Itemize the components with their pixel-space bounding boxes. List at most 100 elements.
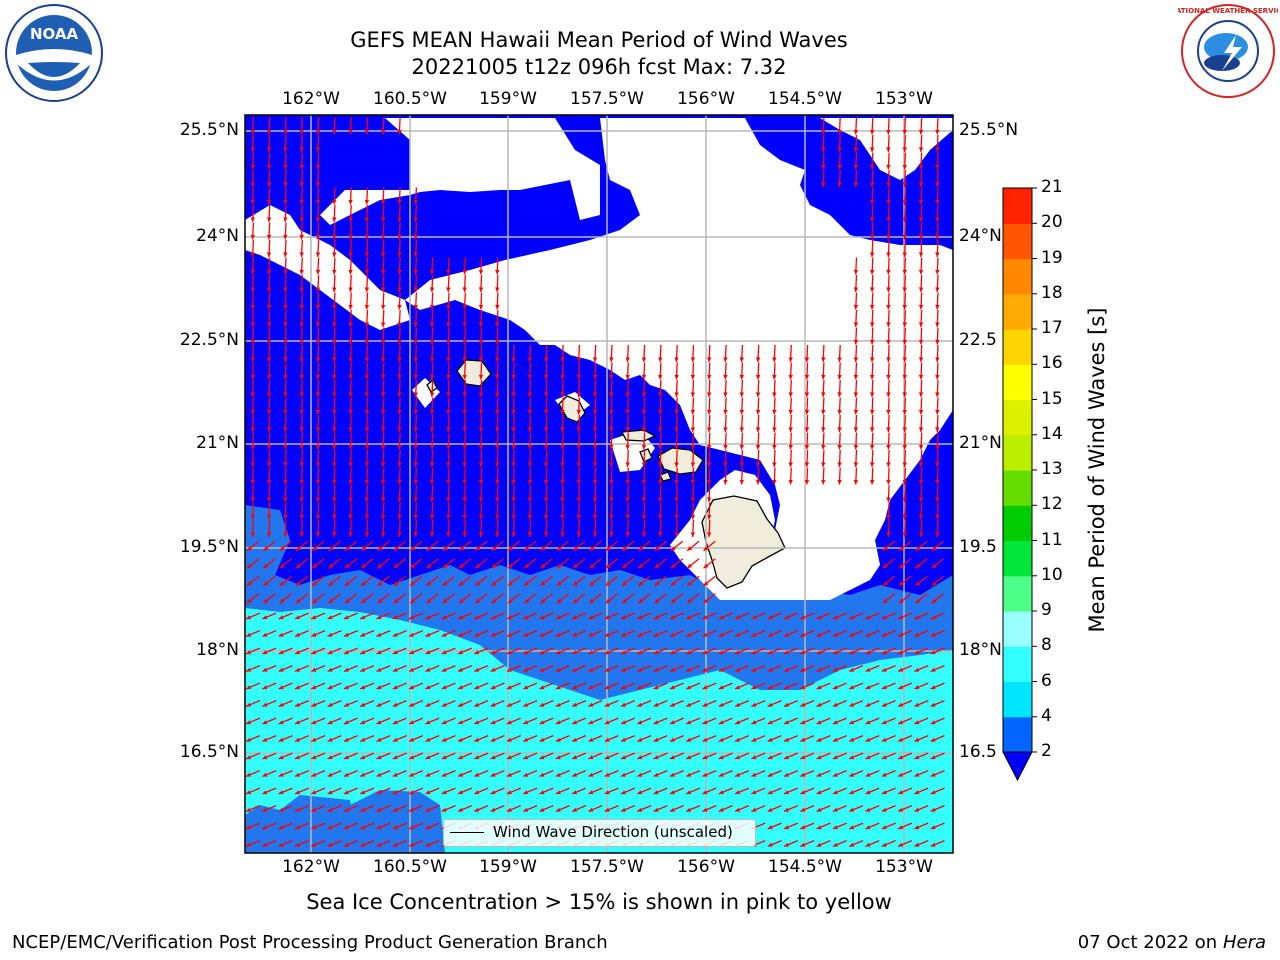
wave-arrow-head <box>246 825 252 830</box>
wave-arrow-head <box>918 182 924 187</box>
colorbar-tick-label: 14 <box>1041 423 1063 444</box>
wave-arrow-head <box>832 807 838 812</box>
wave-arrow-head <box>686 772 692 777</box>
wave-arrow-head <box>784 685 789 690</box>
wave-arrow-head <box>311 685 317 690</box>
wave-arrow-head <box>250 304 255 310</box>
wave-arrow-head <box>247 581 252 586</box>
wave-arrow-head <box>495 304 500 310</box>
wave-arrow-head <box>751 737 757 742</box>
wave-arrow-head <box>853 462 859 467</box>
wave-arrow-head <box>283 269 288 275</box>
wave-arrow-head <box>914 615 920 620</box>
wave-arrow-head <box>658 409 663 415</box>
wave-arrow-head <box>364 199 370 205</box>
wave-arrow-head <box>870 182 875 187</box>
wave-arrow-head <box>278 825 284 830</box>
wave-arrow-head <box>755 479 761 485</box>
wave-arrow-head <box>674 514 679 520</box>
wave-arrow-head <box>918 514 924 520</box>
wave-arrow-head <box>397 514 402 520</box>
wave-arrow-head <box>311 632 317 637</box>
wave-arrow-head <box>490 807 496 812</box>
wave-arrow-head <box>381 374 386 380</box>
wave-arrow-head <box>266 532 272 537</box>
wave-arrow-head <box>800 842 806 847</box>
wave-direction-legend: Wind Wave Direction (unscaled) <box>443 819 756 847</box>
wave-arrow-head <box>462 427 467 432</box>
wave-arrow-head <box>800 737 806 742</box>
wave-arrow-head <box>832 650 838 655</box>
wave-arrow-head <box>755 427 761 432</box>
wave-arrow-head <box>295 650 300 655</box>
wave-arrow-head <box>523 667 529 672</box>
wave-arrow-head <box>299 479 304 485</box>
wave-arrow-head <box>409 737 415 742</box>
wave-arrow-head <box>409 720 415 725</box>
wave-arrow-head <box>495 287 500 292</box>
wave-arrow-head <box>572 667 578 672</box>
wave-arrow-head <box>930 685 936 690</box>
wave-arrow-head <box>446 479 451 485</box>
wave-arrow-head <box>886 339 891 345</box>
wave-arrow-head <box>886 234 891 240</box>
wave-arrow-head <box>592 427 598 432</box>
wave-arrow-head <box>832 755 838 760</box>
wave-arrow-head <box>853 164 859 170</box>
wave-arrow-head <box>328 598 334 604</box>
wave-arrow-head <box>266 514 272 520</box>
wave-arrow-head <box>475 581 481 586</box>
wave-arrow-head <box>413 304 418 310</box>
wave-arrow-head <box>767 720 773 725</box>
wave-arrow-head <box>364 374 370 380</box>
wave-arrow-head <box>446 392 451 397</box>
wave-arrow-head <box>381 287 386 292</box>
wave-arrow-head <box>816 632 822 637</box>
wave-arrow-head <box>853 357 859 362</box>
wave-arrow-head <box>458 790 463 795</box>
wave-arrow-head <box>870 427 875 432</box>
wave-arrow-head <box>918 287 924 292</box>
wave-arrow-head <box>609 514 614 520</box>
wave-arrow-head <box>902 444 907 450</box>
wave-arrow-head <box>266 287 272 292</box>
wave-arrow-head <box>935 269 940 275</box>
wave-arrow-head <box>881 702 887 707</box>
wave-arrow-head <box>918 147 924 152</box>
wave-arrow-head <box>364 322 370 327</box>
wave-arrow-head <box>886 252 891 257</box>
wave-arrow-head <box>898 667 904 672</box>
wave-arrow-head <box>723 479 728 485</box>
lon-label-bottom: 159°W <box>479 857 537 877</box>
wave-arrow-head <box>669 807 675 812</box>
wave-arrow-head <box>751 615 757 620</box>
wave-arrow-head <box>604 632 610 637</box>
wave-arrow-head <box>397 269 402 275</box>
wave-arrow-head <box>604 615 610 620</box>
wave-arrow-head <box>690 532 696 537</box>
wave-arrow-head <box>821 164 826 170</box>
lon-label-top: 157.5°W <box>570 89 644 109</box>
wave-arrow-head <box>295 720 300 725</box>
wave-arrow-head <box>527 392 533 397</box>
wave-arrow-head <box>478 497 484 502</box>
wave-arrow-head <box>751 772 757 777</box>
wave-arrow-head <box>849 632 855 637</box>
wave-arrow-head <box>816 737 822 742</box>
wave-arrow-head <box>392 790 398 795</box>
lat-label-right: 24°N <box>959 226 1002 246</box>
wave-arrow-head <box>540 563 546 569</box>
wave-arrow-head <box>800 650 806 655</box>
wave-arrow-head <box>931 546 937 551</box>
wave-arrow-head <box>311 790 317 795</box>
colorbar-tick-label: 8 <box>1041 635 1052 656</box>
wave-arrow-head <box>381 409 386 415</box>
wave-arrow-head <box>739 409 744 415</box>
wave-arrow-head <box>250 199 255 205</box>
wave-arrow-head <box>669 720 675 725</box>
wave-arrow-head <box>364 357 370 362</box>
wave-arrow-head <box>299 497 304 502</box>
wave-arrow-head <box>886 217 891 222</box>
wave-arrow-head <box>886 392 891 397</box>
wave-arrow-head <box>739 462 744 467</box>
